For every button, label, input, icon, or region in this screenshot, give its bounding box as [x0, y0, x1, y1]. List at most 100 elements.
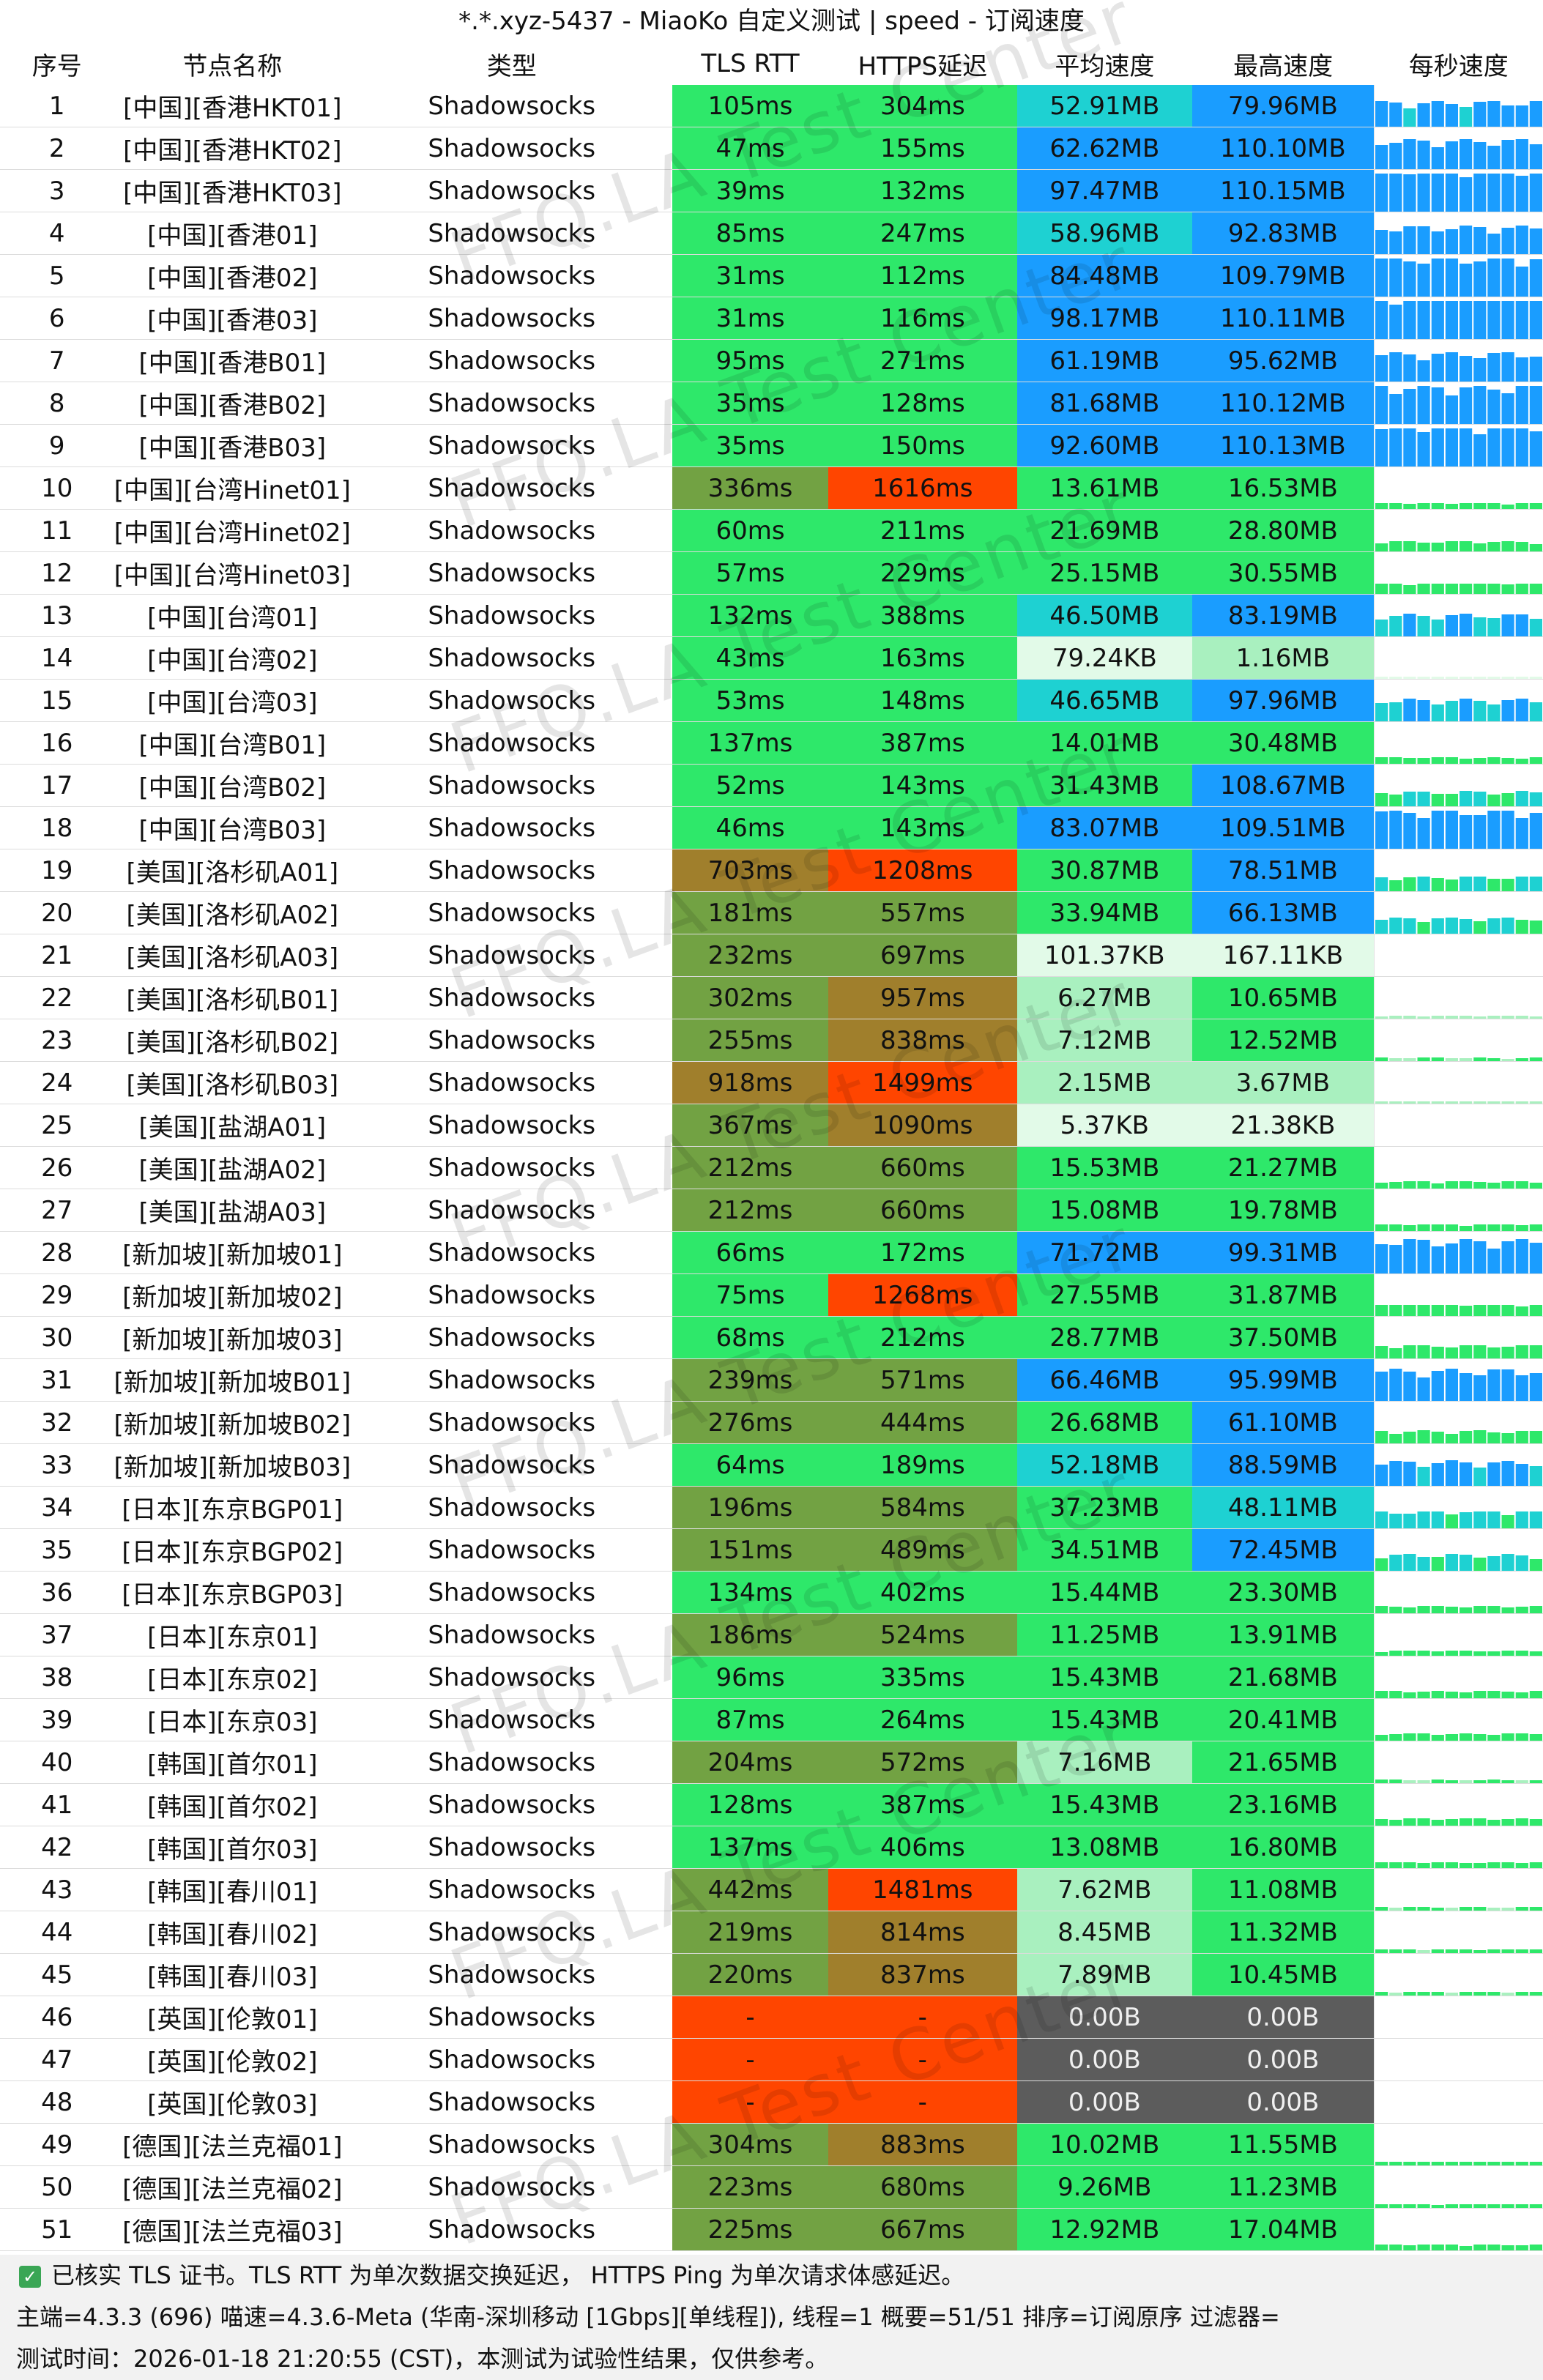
table-row[interactable]: 12 [中国][台湾Hinet03] Shadowsocks 57ms 229ms 25.…: [0, 551, 1543, 595]
sparkline-bar: [1389, 1182, 1402, 1189]
row-node-name: [新加坡][新加坡02]: [114, 1273, 352, 1317]
row-type: Shadowsocks: [351, 1783, 673, 1826]
table-row[interactable]: 23 [美国][洛杉矶B02] Shadowsocks 255ms 838ms 7.12M…: [0, 1019, 1543, 1062]
sparkline-bar: [1403, 792, 1416, 806]
sparkline-bar: [1515, 2245, 1528, 2250]
row-tls-rtt: 703ms: [672, 849, 828, 892]
table-row[interactable]: 41 [韩国][首尔02] Shadowsocks 128ms 387ms 15.43MB…: [0, 1783, 1543, 1826]
table-row[interactable]: 22 [美国][洛杉矶B01] Shadowsocks 302ms 957ms 6.27M…: [0, 976, 1543, 1019]
row-speed-sparkline: [1373, 1189, 1543, 1232]
header-type[interactable]: 类型: [351, 42, 673, 85]
sparkline-bar: [1403, 139, 1416, 169]
table-row[interactable]: 18 [中国][台湾B03] Shadowsocks 46ms 143ms 83.07MB…: [0, 806, 1543, 849]
speed-sparkline: [1375, 811, 1542, 849]
table-row[interactable]: 31 [新加坡][新加坡B01] Shadowsocks 239ms 571ms 66.4…: [0, 1358, 1543, 1402]
table-row[interactable]: 34 [日本][东京BGP01] Shadowsocks 196ms 584ms 37.2…: [0, 1486, 1543, 1529]
table-row[interactable]: 10 [中国][台湾Hinet01] Shadowsocks 336ms 1616ms 1…: [0, 466, 1543, 510]
table-row[interactable]: 4 [中国][香港01] Shadowsocks 85ms 247ms 58.96MB 92…: [0, 212, 1543, 255]
row-index: 33: [0, 1443, 114, 1487]
header-https-delay[interactable]: HTTPS延迟: [828, 42, 1017, 85]
sparkline-bar: [1389, 503, 1402, 509]
row-type: Shadowsocks: [351, 2038, 673, 2081]
sparkline-bar: [1459, 1555, 1473, 1571]
table-row[interactable]: 29 [新加坡][新加坡02] Shadowsocks 75ms 1268ms 27.55…: [0, 1273, 1543, 1317]
table-row[interactable]: 1 [中国][香港HKT01] Shadowsocks 105ms 304ms 52.91…: [0, 85, 1543, 127]
table-row[interactable]: 17 [中国][台湾B02] Shadowsocks 52ms 143ms 31.43MB…: [0, 764, 1543, 807]
table-row[interactable]: 36 [日本][东京BGP03] Shadowsocks 134ms 402ms 15.4…: [0, 1571, 1543, 1614]
row-type: Shadowsocks: [351, 1826, 673, 1869]
row-avg-speed: 101.37KB: [1016, 934, 1192, 977]
row-max-speed: 16.80MB: [1191, 1826, 1375, 1869]
table-row[interactable]: 38 [日本][东京02] Shadowsocks 96ms 335ms 15.43MB 2…: [0, 1656, 1543, 1699]
sparkline-bar: [1515, 1511, 1528, 1528]
header-node-name[interactable]: 节点名称: [114, 42, 352, 85]
row-avg-speed: 37.23MB: [1016, 1486, 1192, 1529]
sparkline-bar: [1417, 1345, 1430, 1358]
table-row[interactable]: 33 [新加坡][新加坡B03] Shadowsocks 64ms 189ms 52.18…: [0, 1443, 1543, 1487]
table-row[interactable]: 5 [中国][香港02] Shadowsocks 31ms 112ms 84.48MB 10…: [0, 254, 1543, 297]
sparkline-bar: [1445, 259, 1458, 297]
table-row[interactable]: 21 [美国][洛杉矶A03] Shadowsocks 232ms 697ms 101.3…: [0, 934, 1543, 977]
table-row[interactable]: 20 [美国][洛杉矶A02] Shadowsocks 181ms 557ms 33.94…: [0, 891, 1543, 934]
table-row[interactable]: 26 [美国][盐湖A02] Shadowsocks 212ms 660ms 15.53M…: [0, 1146, 1543, 1189]
table-row[interactable]: 7 [中国][香港B01] Shadowsocks 95ms 271ms 61.19MB 9…: [0, 339, 1543, 382]
table-row[interactable]: 37 [日本][东京01] Shadowsocks 186ms 524ms 11.25MB…: [0, 1613, 1543, 1656]
sparkline-bar: [1389, 143, 1402, 169]
table-row[interactable]: 40 [韩国][首尔01] Shadowsocks 204ms 572ms 7.16MB 2…: [0, 1741, 1543, 1784]
table-row[interactable]: 44 [韩国][春川02] Shadowsocks 219ms 814ms 8.45MB 1…: [0, 1911, 1543, 1954]
table-row[interactable]: 51 [德国][法兰克福03] Shadowsocks 225ms 667ms 12.92…: [0, 2208, 1543, 2251]
sparkline-bar: [1501, 428, 1514, 466]
table-row[interactable]: 43 [韩国][春川01] Shadowsocks 442ms 1481ms 7.62MB…: [0, 1868, 1543, 1911]
header-avg-speed[interactable]: 平均速度: [1016, 42, 1192, 85]
table-row[interactable]: 14 [中国][台湾02] Shadowsocks 43ms 163ms 79.24KB 1…: [0, 636, 1543, 680]
header-max-speed[interactable]: 最高速度: [1191, 42, 1375, 85]
table-row[interactable]: 50 [德国][法兰克福02] Shadowsocks 223ms 680ms 9.26M…: [0, 2165, 1543, 2209]
table-row[interactable]: 47 [英国][伦敦02] Shadowsocks - -0.00B 0.00B: [0, 2038, 1543, 2081]
sparkline-bar: [1389, 1224, 1402, 1231]
table-row[interactable]: 11 [中国][台湾Hinet02] Shadowsocks 60ms 211ms 21.…: [0, 509, 1543, 552]
table-row[interactable]: 15 [中国][台湾03] Shadowsocks 53ms 148ms 46.65MB 9…: [0, 679, 1543, 722]
sparkline-bar: [1403, 1101, 1416, 1104]
table-row[interactable]: 9 [中国][香港B03] Shadowsocks 35ms 150ms 92.60MB 1…: [0, 424, 1543, 467]
sparkline-bar: [1487, 101, 1501, 127]
table-row[interactable]: 48 [英国][伦敦03] Shadowsocks - -0.00B 0.00B: [0, 2080, 1543, 2124]
table-row[interactable]: 46 [英国][伦敦01] Shadowsocks - -0.00B 0.00B: [0, 1996, 1543, 2039]
table-row[interactable]: 6 [中国][香港03] Shadowsocks 31ms 116ms 98.17MB 11…: [0, 297, 1543, 340]
speed-sparkline: [1375, 1460, 1542, 1486]
table-row[interactable]: 3 [中国][香港HKT03] Shadowsocks 39ms 132ms 97.47M…: [0, 169, 1543, 212]
table-row[interactable]: 49 [德国][法兰克福01] Shadowsocks 304ms 883ms 10.02…: [0, 2123, 1543, 2166]
table-row[interactable]: 30 [新加坡][新加坡03] Shadowsocks 68ms 212ms 28.77M…: [0, 1316, 1543, 1359]
row-avg-speed: 66.46MB: [1016, 1358, 1192, 1402]
sparkline-bar: [1375, 174, 1388, 212]
header-per-second-speed[interactable]: 每秒速度: [1374, 42, 1543, 85]
row-speed-sparkline: [1373, 509, 1543, 552]
table-row[interactable]: 25 [美国][盐湖A01] Shadowsocks 367ms 1090ms 5.37K…: [0, 1104, 1543, 1147]
table-row[interactable]: 28 [新加坡][新加坡01] Shadowsocks 66ms 172ms 71.72M…: [0, 1231, 1543, 1274]
table-row[interactable]: 19 [美国][洛杉矶A01] Shadowsocks 703ms 1208ms 30.8…: [0, 849, 1543, 892]
header-index[interactable]: 序号: [0, 42, 114, 85]
table-row[interactable]: 32 [新加坡][新加坡B02] Shadowsocks 276ms 444ms 26.6…: [0, 1401, 1543, 1444]
sparkline-bar: [1445, 301, 1458, 339]
table-row[interactable]: 24 [美国][洛杉矶B03] Shadowsocks 918ms 1499ms 2.15…: [0, 1061, 1543, 1104]
table-row[interactable]: 2 [中国][香港HKT02] Shadowsocks 47ms 155ms 62.62M…: [0, 127, 1543, 170]
row-https-delay: 143ms: [828, 764, 1017, 807]
table-row[interactable]: 13 [中国][台湾01] Shadowsocks 132ms 388ms 46.50MB…: [0, 594, 1543, 637]
table-row[interactable]: 39 [日本][东京03] Shadowsocks 87ms 264ms 15.43MB 2…: [0, 1698, 1543, 1741]
speed-sparkline: [1375, 1992, 1542, 1996]
sparkline-bar: [1459, 1949, 1473, 1953]
table-row[interactable]: 16 [中国][台湾B01] Shadowsocks 137ms 387ms 14.01M…: [0, 721, 1543, 765]
sparkline-bar: [1403, 2162, 1416, 2165]
table-row[interactable]: 42 [韩国][首尔03] Shadowsocks 137ms 406ms 13.08MB…: [0, 1826, 1543, 1869]
speed-sparkline: [1375, 139, 1542, 169]
row-tls-rtt: 105ms: [672, 85, 828, 127]
sparkline-bar: [1417, 503, 1430, 509]
table-row[interactable]: 8 [中国][香港B02] Shadowsocks 35ms 128ms 81.68MB 1…: [0, 382, 1543, 425]
sparkline-bar: [1389, 1514, 1402, 1528]
sparkline-bar: [1501, 879, 1514, 891]
speed-sparkline: [1375, 428, 1542, 466]
row-type: Shadowsocks: [351, 1061, 673, 1104]
table-row[interactable]: 45 [韩国][春川03] Shadowsocks 220ms 837ms 7.89MB 1…: [0, 1953, 1543, 1996]
table-row[interactable]: 35 [日本][东京BGP02] Shadowsocks 151ms 489ms 34.5…: [0, 1528, 1543, 1572]
header-tls-rtt[interactable]: TLS RTT: [672, 42, 828, 85]
table-row[interactable]: 27 [美国][盐湖A03] Shadowsocks 212ms 660ms 15.08M…: [0, 1189, 1543, 1232]
